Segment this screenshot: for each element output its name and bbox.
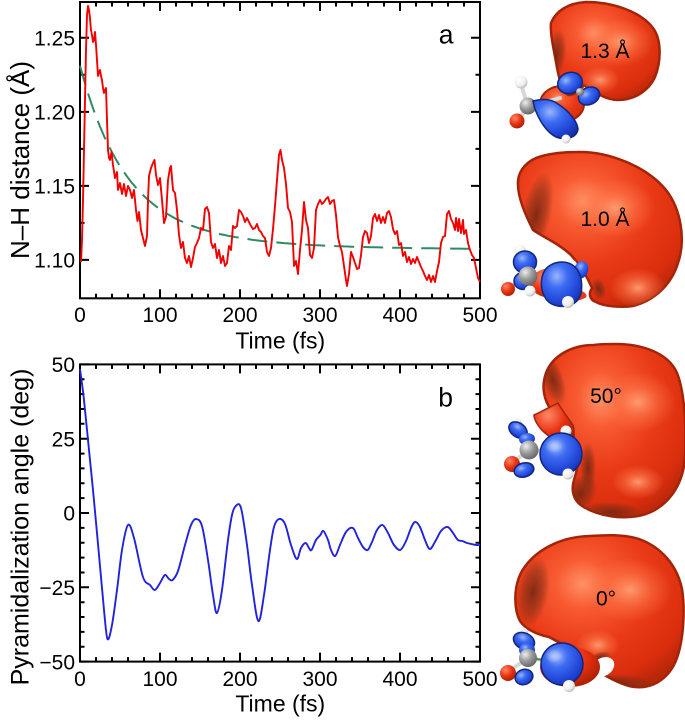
svg-text:500: 500 xyxy=(462,304,497,327)
svg-text:N–H distance (Å): N–H distance (Å) xyxy=(5,61,35,259)
svg-text:0: 0 xyxy=(63,503,75,526)
svg-text:100: 100 xyxy=(142,304,177,327)
svg-text:300: 300 xyxy=(302,304,337,327)
svg-text:1.20: 1.20 xyxy=(34,102,75,125)
svg-text:1.25: 1.25 xyxy=(34,28,75,51)
svg-text:200: 200 xyxy=(222,304,257,327)
svg-text:b: b xyxy=(438,383,453,413)
svg-text:Time (fs): Time (fs) xyxy=(235,328,325,354)
svg-text:0: 0 xyxy=(74,668,86,691)
svg-text:−50: −50 xyxy=(39,651,75,674)
svg-text:400: 400 xyxy=(382,304,417,327)
svg-text:200: 200 xyxy=(222,668,257,691)
svg-text:1.15: 1.15 xyxy=(34,176,75,199)
svg-text:a: a xyxy=(439,20,454,50)
svg-text:1.3 Å: 1.3 Å xyxy=(580,40,629,63)
svg-text:500: 500 xyxy=(462,668,497,691)
svg-text:50°: 50° xyxy=(590,385,622,408)
svg-text:300: 300 xyxy=(302,668,337,691)
svg-text:0°: 0° xyxy=(596,588,616,611)
svg-text:25: 25 xyxy=(52,428,75,451)
svg-text:50: 50 xyxy=(52,354,75,377)
svg-text:400: 400 xyxy=(382,668,417,691)
svg-text:−25: −25 xyxy=(39,577,75,600)
svg-text:1.0 Å: 1.0 Å xyxy=(580,208,629,231)
svg-text:Pyramidalization angle (deg): Pyramidalization angle (deg) xyxy=(7,369,35,686)
svg-text:0: 0 xyxy=(74,304,86,327)
svg-text:Time (fs): Time (fs) xyxy=(235,691,325,717)
svg-text:100: 100 xyxy=(142,668,177,691)
svg-text:1.10: 1.10 xyxy=(34,250,75,273)
